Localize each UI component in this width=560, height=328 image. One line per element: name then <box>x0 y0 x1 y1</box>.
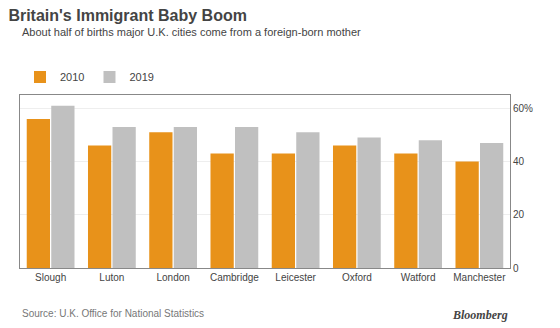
svg-text:20: 20 <box>513 209 525 220</box>
svg-text:0: 0 <box>513 263 519 274</box>
svg-text:About half of births major U.K: About half of births major U.K. cities c… <box>22 26 361 38</box>
svg-text:2019: 2019 <box>129 71 153 83</box>
svg-text:Source: U.K. Office for Nation: Source: U.K. Office for National Statist… <box>22 308 204 319</box>
svg-text:Britain's Immigrant Baby Boom: Britain's Immigrant Baby Boom <box>8 7 247 24</box>
svg-text:Oxford: Oxford <box>342 272 372 283</box>
svg-text:Slough: Slough <box>35 272 66 283</box>
svg-text:Cambridge: Cambridge <box>210 272 259 283</box>
svg-text:Luton: Luton <box>99 272 124 283</box>
svg-text:60%: 60% <box>513 103 533 114</box>
svg-text:40: 40 <box>513 156 525 167</box>
svg-text:Bloomberg: Bloomberg <box>452 308 508 322</box>
svg-text:Watford: Watford <box>401 272 436 283</box>
svg-text:2010: 2010 <box>60 71 84 83</box>
svg-text:Manchester: Manchester <box>453 272 506 283</box>
svg-text:Leicester: Leicester <box>275 272 316 283</box>
svg-text:London: London <box>156 272 189 283</box>
